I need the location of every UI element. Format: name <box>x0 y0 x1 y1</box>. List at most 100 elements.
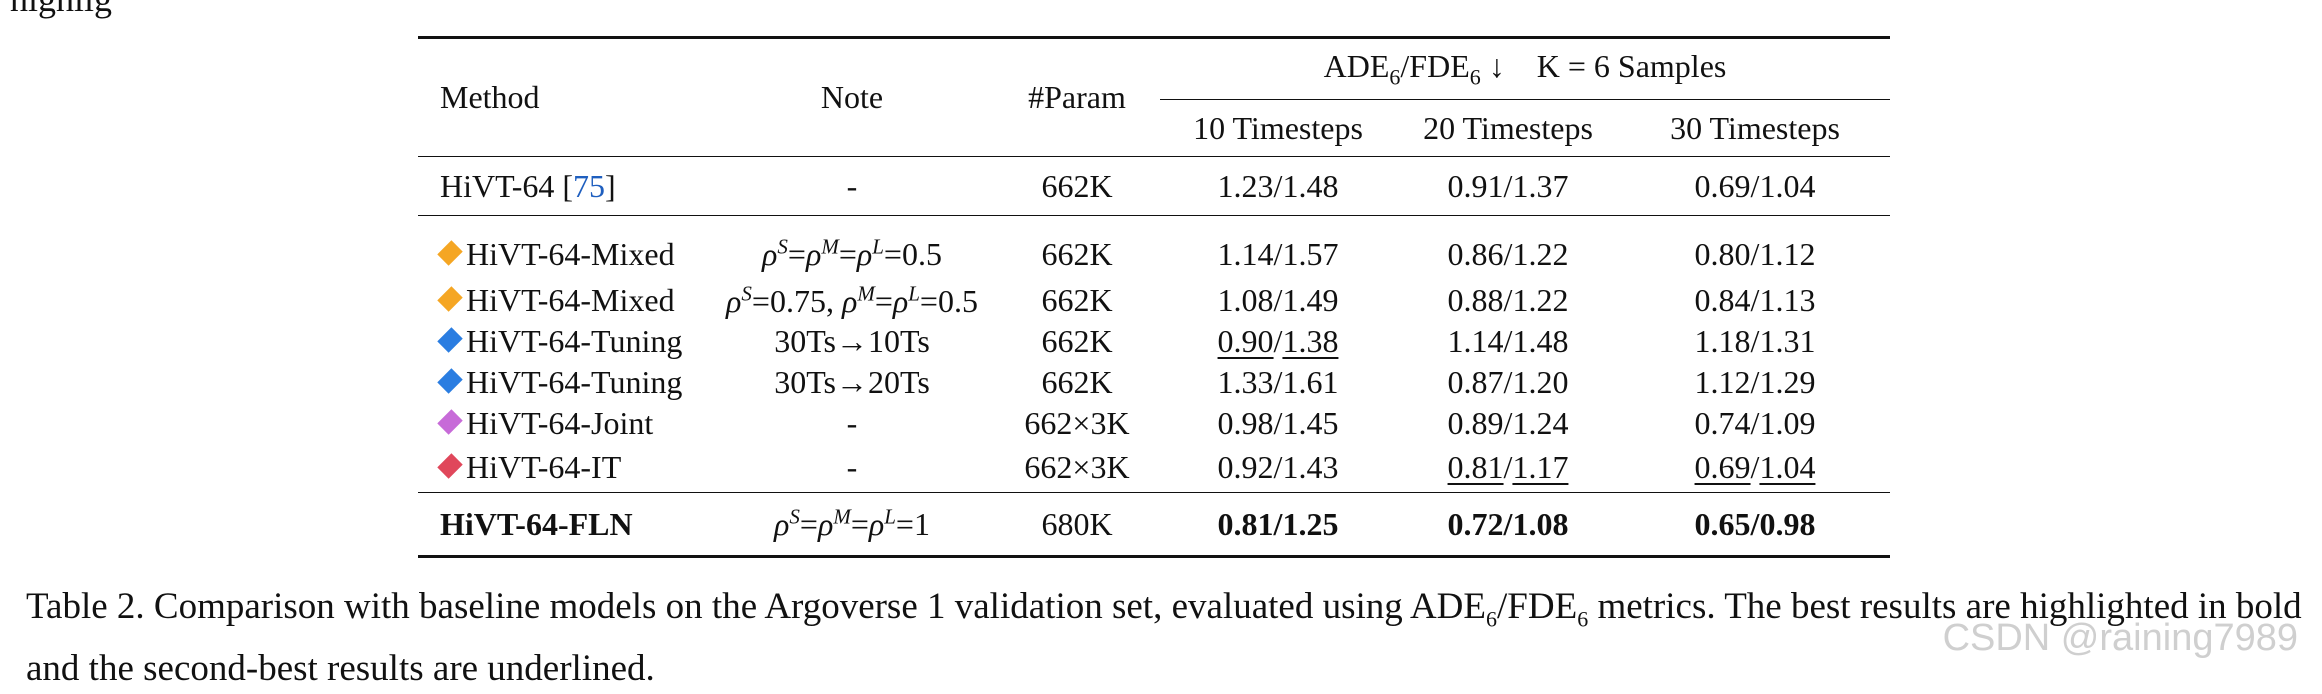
ade-value: 0.72 <box>1447 505 1504 542</box>
ade-value: 0.65 <box>1694 505 1751 542</box>
fde-value: 1.17 <box>1512 448 1569 485</box>
diamond-marker-icon <box>437 327 463 353</box>
method-cell: HiVT-64-Joint <box>418 403 710 444</box>
t30-cell: 1.18/1.31 <box>1694 323 1816 359</box>
fde-value: 1.22 <box>1512 235 1569 272</box>
header-metric-group: ADE6/FDE6 ↓ K = 6 Samples <box>1160 37 1890 100</box>
t10-cell: 1.08/1.49 <box>1217 282 1339 318</box>
note-cell: ρS=0.75, ρM=ρL=0.5 <box>710 280 994 321</box>
t20-cell: 0.72/1.08 <box>1447 505 1569 542</box>
header-param: #Param <box>1028 79 1126 115</box>
ade-value: 0.89 <box>1447 405 1504 441</box>
note-formula: ρS=ρM=ρL=1 <box>774 504 930 543</box>
t30-cell: 0.84/1.13 <box>1694 282 1816 318</box>
caption-text-2: /FDE <box>1497 586 1578 627</box>
header-note: Note <box>820 79 884 115</box>
param-cell: 662K <box>1041 323 1113 359</box>
down-arrow-icon: ↓ <box>1488 47 1505 84</box>
t10-cell: 0.90/1.38 <box>1217 323 1339 359</box>
ade-value: 0.69 <box>1694 167 1751 204</box>
watermark: CSDN @raining7989 <box>1942 617 2298 659</box>
ade-value: 0.69 <box>1694 448 1751 485</box>
ade-value: 1.12 <box>1694 364 1751 400</box>
header-metric-sub2: 6 <box>1469 64 1481 90</box>
table-row: HiVT-64-Mixed ρS=ρM=ρL=0.5 662K 1.14/1.5… <box>418 215 1890 281</box>
fde-value: 1.61 <box>1282 364 1339 400</box>
ade-value: 0.92 <box>1217 448 1274 485</box>
citation-link[interactable]: 75 <box>573 167 606 204</box>
t20-cell: 0.86/1.22 <box>1447 235 1569 272</box>
note-formula: ρS=ρM=ρL=0.5 <box>762 234 942 273</box>
param-cell: 662K <box>1041 167 1113 204</box>
ade-value: 1.08 <box>1217 282 1274 318</box>
method-name: HiVT-64 <box>440 167 555 204</box>
method-name: HiVT-64-IT <box>466 448 622 485</box>
t20-cell: 0.91/1.37 <box>1447 167 1569 204</box>
t10-cell: 0.81/1.25 <box>1217 505 1339 542</box>
param-cell: 662×3K <box>1024 448 1130 485</box>
header-t10: 10 Timesteps <box>1193 109 1363 146</box>
note-cell: 30Ts→20Ts <box>774 364 930 400</box>
header-metric-sub1: 6 <box>1389 64 1401 90</box>
fde-value: 1.04 <box>1759 448 1816 485</box>
ade-value: 0.81 <box>1217 505 1274 542</box>
t10-cell: 0.92/1.43 <box>1217 448 1339 485</box>
table-row: HiVT-64-Mixed ρS=0.75, ρM=ρL=0.5 662K 1.… <box>418 280 1890 321</box>
method-name: HiVT-64-Mixed <box>466 282 675 318</box>
fde-value: 0.98 <box>1759 505 1816 542</box>
method-cell: HiVT-64-FLN <box>440 505 633 542</box>
note-cell: - <box>846 167 858 204</box>
t20-cell: 0.81/1.17 <box>1447 448 1569 485</box>
t30-cell: 1.12/1.29 <box>1694 364 1816 400</box>
table-row: HiVT-64-Tuning 30Ts→10Ts 662K 0.90/1.38 … <box>418 321 1890 362</box>
method-name: HiVT-64-Mixed <box>466 235 675 272</box>
caption-text-1: Table 2. Comparison with baseline models… <box>26 586 1487 627</box>
header-method: Method <box>440 79 540 115</box>
ade-value: 0.91 <box>1447 167 1504 204</box>
header-metric-fde: /FDE <box>1400 47 1470 84</box>
method-cell: HiVT-64-Mixed <box>418 216 710 281</box>
ade-value: 0.87 <box>1447 364 1504 400</box>
param-cell: 662K <box>1041 282 1113 318</box>
ade-value: 0.86 <box>1447 235 1504 272</box>
ade-value: 0.88 <box>1447 282 1504 318</box>
note-cell: ρS=ρM=ρL=1 <box>710 493 994 557</box>
ade-value: 0.80 <box>1694 235 1751 272</box>
t30-cell: 0.69/1.04 <box>1694 167 1816 204</box>
results-table-container: Method Note #Param ADE6/FDE6 ↓ K = 6 Sam… <box>418 36 1890 558</box>
fde-value: 1.09 <box>1759 405 1816 441</box>
fde-value: 1.37 <box>1512 167 1569 204</box>
fde-value: 1.48 <box>1512 323 1569 359</box>
fde-value: 1.38 <box>1282 323 1339 359</box>
diamond-marker-icon <box>437 368 463 394</box>
note-cell: - <box>846 405 858 441</box>
method-cell: HiVT-64 [75] <box>440 167 616 204</box>
t20-cell: 0.87/1.20 <box>1447 364 1569 400</box>
header-metric-ade: ADE <box>1323 47 1390 84</box>
fde-value: 1.13 <box>1759 282 1816 318</box>
table-caption: Table 2. Comparison with baseline models… <box>26 582 2306 694</box>
fde-value: 1.08 <box>1512 505 1569 542</box>
fde-value: 1.31 <box>1759 323 1816 359</box>
t10-cell: 1.14/1.57 <box>1217 235 1339 272</box>
results-table: Method Note #Param ADE6/FDE6 ↓ K = 6 Sam… <box>418 36 1890 558</box>
ade-value: 0.84 <box>1694 282 1751 318</box>
note-cell: ρS=ρM=ρL=0.5 <box>710 216 994 281</box>
t10-cell: 1.33/1.61 <box>1217 364 1339 400</box>
table-row: HiVT-64-FLN ρS=ρM=ρL=1 680K 0.81/1.25 0.… <box>418 492 1890 557</box>
method-cell: HiVT-64-IT <box>418 444 710 493</box>
method-name: HiVT-64-Joint <box>466 405 654 441</box>
method-cell: HiVT-64-Mixed <box>418 280 710 321</box>
ade-value: 0.90 <box>1217 323 1274 359</box>
ade-value: 0.98 <box>1217 405 1274 441</box>
fde-value: 1.43 <box>1282 448 1339 485</box>
param-cell: 662×3K <box>1024 405 1130 441</box>
t30-cell: 0.80/1.12 <box>1694 235 1816 272</box>
param-cell: 680K <box>1041 505 1113 542</box>
header-samples: K = 6 Samples <box>1536 47 1727 84</box>
ade-value: 1.33 <box>1217 364 1274 400</box>
param-cell: 662K <box>1041 235 1113 272</box>
header-row-1: Method Note #Param ADE6/FDE6 ↓ K = 6 Sam… <box>418 37 1890 115</box>
t20-cell: 0.88/1.22 <box>1447 282 1569 318</box>
diamond-marker-icon <box>437 239 463 266</box>
